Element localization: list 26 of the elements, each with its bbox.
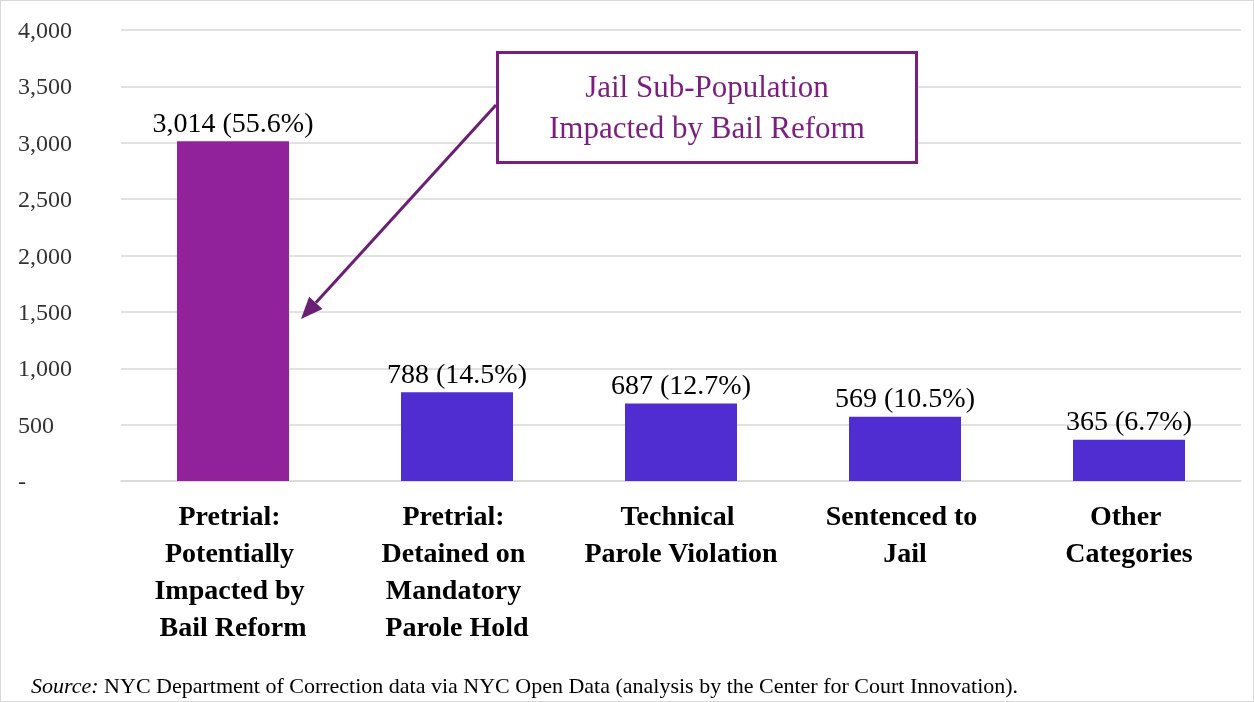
- y-tick-label: 500: [18, 411, 54, 438]
- y-tick-label: 2,000: [18, 242, 72, 269]
- y-tick-label: 3,500: [18, 73, 72, 100]
- bar: [401, 392, 513, 481]
- x-tick-label: Pretrial: Potentially Impacted by Bail Reform: [154, 500, 312, 642]
- y-tick-label: -: [18, 468, 26, 494]
- bar: [1073, 439, 1185, 481]
- y-tick-label: 2,500: [18, 186, 72, 213]
- bar: [849, 416, 961, 481]
- data-label: 569 (10.5%): [835, 382, 975, 414]
- x-tick-label: Pretrial: Detained on Mandatory Parole Hold: [381, 500, 533, 642]
- y-tick-label: 3,000: [18, 129, 72, 156]
- x-tick-label: Other Categories: [1065, 500, 1193, 568]
- x-tick-label: Sentenced to Jail: [825, 500, 985, 568]
- callout-box: Jail Sub-Population Impacted by Bail Reform: [496, 51, 918, 164]
- x-tick-label: Technical Parole Violation: [584, 500, 778, 568]
- data-label: 687 (12.7%): [611, 369, 751, 401]
- bar: [625, 403, 737, 481]
- source-note: Source: NYC Department of Correction data via NYC Open Data (analysis by the Center for Court Innovation).: [31, 673, 1019, 699]
- bar: [177, 141, 289, 481]
- y-tick-label: 4,000: [18, 17, 72, 43]
- y-tick-label: 1,500: [18, 298, 72, 325]
- data-label: 3,014 (55.6%): [152, 106, 314, 138]
- y-tick-label: 1,000: [18, 355, 72, 382]
- data-label: 365 (6.7%): [1066, 405, 1192, 437]
- data-label: 788 (14.5%): [387, 357, 527, 389]
